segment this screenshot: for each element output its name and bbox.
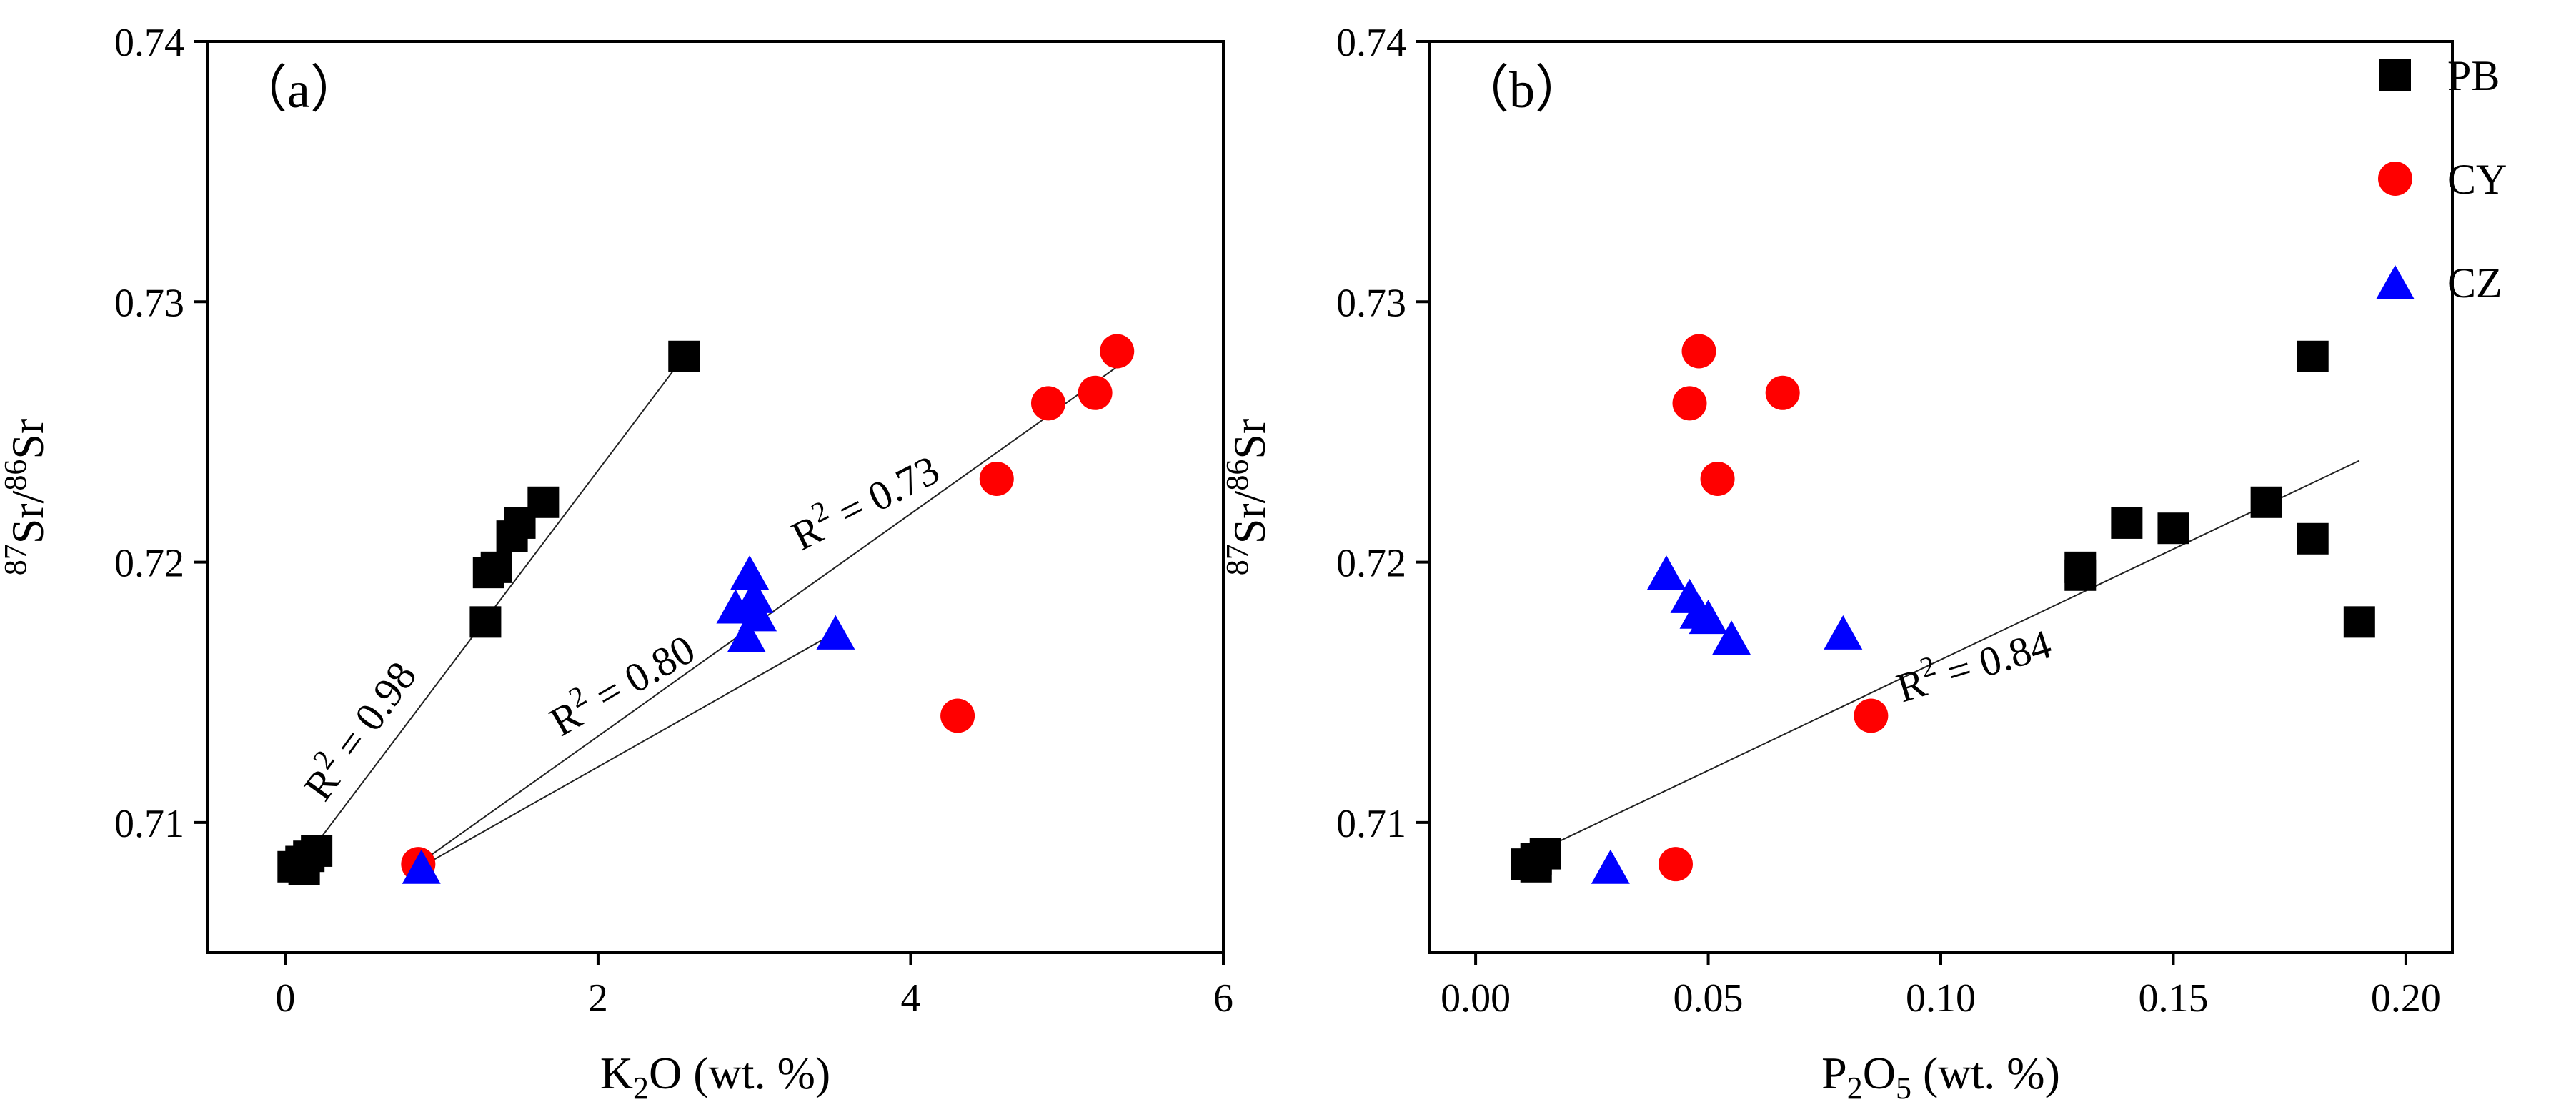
data-point-cy	[940, 698, 975, 733]
legend-label: CY	[2447, 156, 2507, 203]
data-point-pb	[480, 551, 512, 583]
x-axis-title: P2O5 (wt. %)	[1821, 1048, 2060, 1106]
legend: PB CY CZ	[2376, 52, 2507, 307]
data-point-cz	[716, 589, 755, 624]
data-point-pb	[2297, 340, 2329, 372]
legend-marker-cz	[2376, 265, 2415, 299]
series-cy	[1658, 334, 1889, 882]
data-point-pb	[469, 606, 502, 638]
data-point-cy	[1078, 375, 1113, 410]
data-point-cz	[816, 615, 855, 650]
data-point-pb	[2111, 507, 2143, 539]
fit-line-cz	[421, 632, 836, 868]
y-tick-label: 0.73	[1336, 281, 1406, 325]
legend-marker-cy	[2378, 162, 2412, 196]
data-point-pb	[2297, 522, 2329, 555]
data-point-pb	[527, 486, 560, 518]
data-point-pb	[2343, 606, 2375, 638]
data-point-cy	[1854, 698, 1889, 733]
y-tick-label: 0.74	[114, 21, 184, 65]
series-pb	[277, 340, 700, 885]
y-tick-label: 0.71	[1336, 802, 1406, 846]
x-axis-title: K2O (wt. %)	[600, 1048, 830, 1106]
data-point-pb	[2250, 486, 2282, 518]
data-point-pb	[288, 853, 320, 885]
data-point-cy	[1030, 386, 1065, 421]
data-point-cz	[727, 617, 766, 652]
legend-label: PB	[2447, 52, 2500, 99]
x-tick-label: 0.20	[2371, 976, 2441, 1021]
y-tick-label: 0.71	[114, 802, 184, 846]
y-axis-title: 87Sr/86Sr	[1220, 419, 1275, 576]
y-tick-label: 0.72	[1336, 542, 1406, 586]
x-tick-label: 4	[900, 976, 920, 1021]
data-point-cz	[1646, 555, 1686, 590]
data-point-cz	[735, 578, 774, 613]
data-point-cz	[1712, 620, 1751, 655]
data-point-cy	[1765, 375, 1800, 410]
plot-frame	[206, 40, 1225, 954]
x-tick-label: 2	[588, 976, 608, 1021]
series-pb	[1511, 340, 2375, 883]
panel-label: （b）	[1458, 61, 1586, 119]
panel-label: （a）	[236, 61, 362, 119]
legend-label: CZ	[2447, 259, 2502, 307]
y-axis-title: 87Sr/86Sr	[0, 419, 53, 576]
legend-marker-pb	[2379, 59, 2411, 91]
data-point-cz	[1689, 600, 1728, 635]
series-cz	[1591, 555, 1863, 884]
data-point-cy	[1100, 334, 1135, 369]
data-point-pb	[668, 340, 700, 372]
legend-item-pb: PB	[2379, 52, 2500, 99]
data-point-cz	[1591, 849, 1630, 884]
x-tick-label: 0.05	[1674, 976, 1744, 1021]
series-cz	[402, 555, 855, 884]
y-tick-label: 0.72	[114, 542, 184, 586]
x-tick-label: 0	[275, 976, 295, 1021]
data-point-cz	[1824, 615, 1863, 650]
fit-line-pb	[308, 356, 685, 855]
data-point-cy	[1681, 334, 1716, 369]
data-point-pb	[2157, 512, 2189, 545]
x-tick-label: 0.15	[2138, 976, 2208, 1021]
legend-item-cy: CY	[2378, 156, 2507, 203]
x-tick-label: 0.00	[1441, 976, 1511, 1021]
x-tick-label: 6	[1213, 976, 1233, 1021]
data-point-pb	[1520, 843, 1552, 875]
y-tick-label: 0.73	[114, 281, 184, 325]
data-point-pb	[2064, 559, 2097, 591]
data-point-cz	[730, 555, 770, 590]
data-point-cy	[979, 462, 1014, 496]
data-point-cz	[402, 849, 441, 884]
data-point-cy	[1658, 847, 1693, 882]
data-point-cy	[1672, 386, 1707, 421]
x-tick-label: 0.10	[1906, 976, 1976, 1021]
data-point-cy	[1700, 462, 1735, 496]
data-point-cz	[738, 597, 777, 632]
y-tick-label: 0.74	[1336, 21, 1406, 65]
fit-line-pb	[1521, 460, 2360, 860]
legend-item-cz: CZ	[2376, 259, 2502, 307]
